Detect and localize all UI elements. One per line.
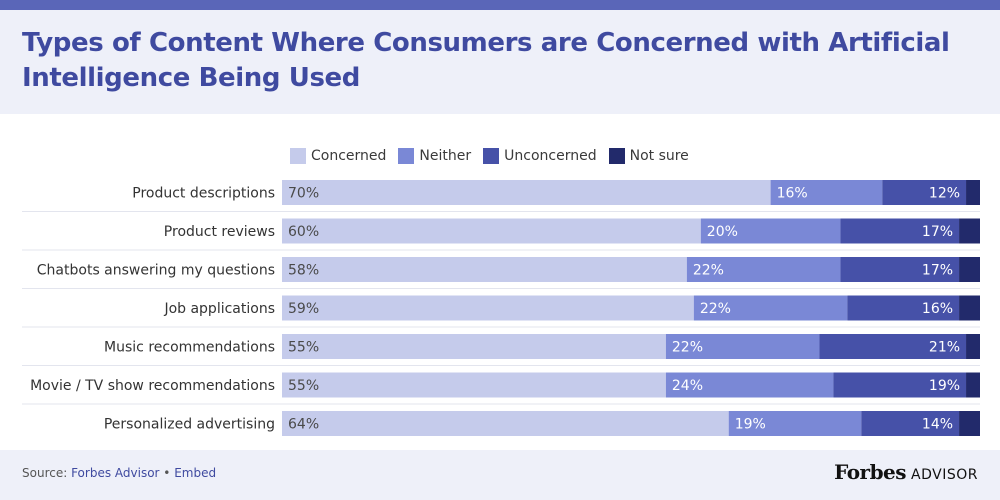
bar-neither-chatbots-answering-my-questions [686, 257, 841, 282]
bar-neither-music-recommendations [665, 334, 820, 359]
category-label-personalized-advertising: Personalized advertising [104, 417, 275, 433]
source-separator: • [159, 466, 175, 480]
bar-concerned-product-reviews [282, 218, 701, 244]
bar-unconcerned-product-reviews [840, 218, 960, 244]
bar-concerned-music-recommendations [282, 334, 666, 359]
legend-item-neither: Neither [398, 148, 471, 164]
value-label-concerned-product-descriptions: 70% [288, 186, 319, 202]
bar-unconcerned-music-recommendations [819, 334, 967, 359]
bar-unconcerned-movie-tv-show-recommendations [833, 372, 967, 398]
category-label-product-descriptions: Product descriptions [132, 186, 275, 202]
value-label-concerned-music-recommendations: 55% [288, 340, 319, 356]
bar-neither-job-applications [693, 295, 848, 321]
value-label-concerned-chatbots-answering-my-questions: 58% [288, 263, 319, 279]
bar-unconcerned-product-descriptions [882, 180, 967, 205]
legend-swatch-not-sure [608, 148, 625, 164]
legend-label-concerned: Concerned [311, 148, 387, 164]
bar-unconcerned-personalized-advertising [861, 411, 960, 436]
source-line: Source: Forbes Advisor • Embed [22, 466, 216, 480]
value-label-neither-job-applications: 22% [700, 301, 731, 317]
source-prefix: Source: [22, 466, 72, 480]
bar-neither-product-reviews [700, 218, 841, 244]
value-label-unconcerned-personalized-advertising: 14% [922, 417, 953, 433]
source-link[interactable]: Forbes Advisor [71, 466, 160, 480]
bar-concerned-movie-tv-show-recommendations [282, 372, 666, 398]
bar-concerned-product-descriptions [282, 180, 771, 205]
legend-item-concerned: Concerned [290, 148, 386, 164]
top-accent-bar [0, 0, 1000, 10]
category-label-product-reviews: Product reviews [164, 224, 275, 240]
bar-not-sure-music-recommendations [966, 334, 980, 359]
bar-not-sure-movie-tv-show-recommendations [966, 372, 980, 398]
bar-not-sure-job-applications [959, 295, 980, 321]
value-label-unconcerned-music-recommendations: 21% [929, 340, 960, 356]
value-label-neither-music-recommendations: 22% [672, 340, 703, 356]
category-label-music-recommendations: Music recommendations [104, 340, 275, 356]
value-label-concerned-job-applications: 59% [288, 301, 319, 317]
bar-not-sure-chatbots-answering-my-questions [959, 257, 980, 282]
chart-header: Types of Content Where Consumers are Con… [0, 10, 1000, 114]
bar-neither-product-descriptions [770, 180, 883, 205]
category-label-movie-tv-show-recommendations: Movie / TV show recommendations [30, 378, 275, 394]
value-label-concerned-personalized-advertising: 64% [288, 417, 319, 433]
value-label-neither-product-descriptions: 16% [777, 186, 808, 202]
value-label-neither-product-reviews: 20% [707, 224, 738, 240]
logo-forbes-wordmark: Forbes [834, 460, 907, 484]
legend-label-neither: Neither [419, 148, 472, 164]
chart-legend: Concerned Neither Unconcerned Not sure [290, 146, 689, 166]
bar-unconcerned-job-applications [847, 295, 960, 321]
embed-link[interactable]: Embed [174, 466, 217, 480]
bar-not-sure-personalized-advertising [959, 411, 980, 436]
legend-swatch-neither [398, 148, 415, 164]
bar-neither-movie-tv-show-recommendations [665, 372, 834, 398]
legend-item-not-sure: Not sure [608, 148, 689, 164]
legend-label-not-sure: Not sure [629, 148, 689, 164]
chart-title: Types of Content Where Consumers are Con… [22, 28, 950, 93]
category-label-job-applications: Job applications [163, 301, 275, 317]
bar-concerned-job-applications [282, 295, 694, 321]
bar-concerned-chatbots-answering-my-questions [282, 257, 687, 282]
logo-advisor-wordmark: ADVISOR [911, 467, 978, 483]
legend-swatch-unconcerned [483, 148, 500, 164]
value-label-concerned-product-reviews: 60% [288, 224, 319, 240]
value-label-neither-personalized-advertising: 19% [735, 417, 766, 433]
value-label-concerned-movie-tv-show-recommendations: 55% [288, 378, 319, 394]
value-label-neither-chatbots-answering-my-questions: 22% [693, 263, 724, 279]
forbes-advisor-logo: Forbes ADVISOR [834, 460, 978, 484]
category-label-chatbots-answering-my-questions: Chatbots answering my questions [37, 263, 275, 279]
legend-item-unconcerned: Unconcerned [483, 148, 597, 164]
value-label-neither-movie-tv-show-recommendations: 24% [672, 378, 703, 394]
chart-footer: Source: Forbes Advisor • Embed Forbes AD… [0, 450, 1000, 500]
value-label-unconcerned-product-reviews: 17% [922, 224, 953, 240]
bar-unconcerned-chatbots-answering-my-questions [840, 257, 960, 282]
value-label-unconcerned-job-applications: 16% [922, 301, 953, 317]
legend-swatch-concerned [290, 148, 306, 164]
value-label-unconcerned-product-descriptions: 12% [929, 186, 960, 202]
bar-neither-personalized-advertising [728, 411, 862, 436]
bar-not-sure-product-reviews [959, 218, 980, 244]
value-label-unconcerned-chatbots-answering-my-questions: 17% [922, 263, 953, 279]
legend-label-unconcerned: Unconcerned [504, 148, 597, 164]
value-label-unconcerned-movie-tv-show-recommendations: 19% [929, 378, 960, 394]
stacked-bar-chart: Product descriptions 70% 16% 12% Product rev… [22, 180, 980, 436]
bar-not-sure-product-descriptions [966, 180, 980, 205]
bar-concerned-personalized-advertising [282, 411, 729, 436]
